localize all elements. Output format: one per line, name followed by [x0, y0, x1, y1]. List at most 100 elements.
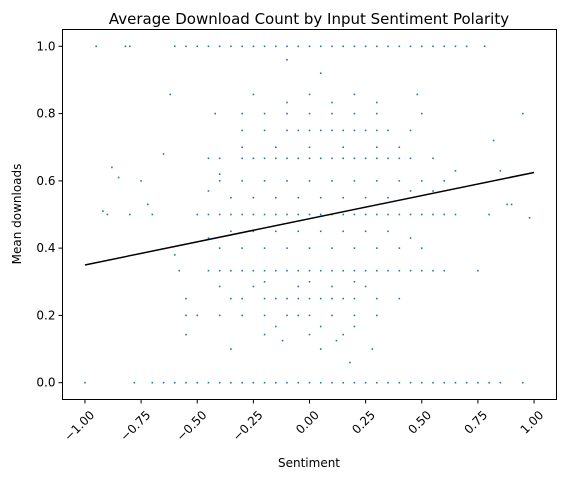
scatter-point — [281, 339, 284, 342]
scatter-point — [207, 237, 210, 239]
scatter-point — [151, 213, 154, 216]
scatter-point — [319, 196, 322, 199]
scatter-point — [342, 269, 344, 272]
x-axis-label: Sentiment — [278, 456, 340, 470]
scatter-point — [353, 93, 356, 96]
scatter-point — [353, 297, 356, 300]
scatter-point — [409, 129, 412, 132]
x-tick-label: −0.75 — [118, 408, 154, 444]
scatter-point — [185, 381, 187, 384]
scatter-point — [319, 213, 322, 216]
scatter-point — [353, 280, 356, 283]
scatter-point — [252, 93, 255, 96]
scatter-point — [420, 269, 423, 272]
scatter-point — [488, 381, 490, 384]
scatter-point — [454, 169, 457, 172]
scatter-point — [241, 381, 243, 384]
scatter-point — [420, 180, 423, 182]
scatter-point — [308, 314, 311, 317]
scatter-point — [398, 180, 401, 182]
scatter-point — [342, 129, 344, 132]
scatter-point — [308, 381, 311, 384]
scatter-point — [376, 180, 378, 182]
y-tick-label: 0.4 — [36, 241, 55, 255]
y-tick-label: 0.8 — [36, 107, 55, 121]
scatter-point — [342, 381, 344, 384]
scatter-point — [162, 381, 165, 384]
scatter-point — [364, 213, 367, 216]
y-tick-label: 1.0 — [36, 39, 55, 53]
scatter-point — [297, 129, 300, 132]
scatter-point — [286, 101, 288, 104]
scatter-point — [398, 381, 401, 384]
scatter-point — [409, 237, 412, 239]
scatter-point — [124, 45, 127, 48]
scatter-point — [409, 381, 412, 384]
scatter-point — [331, 45, 333, 48]
scatter-point — [319, 269, 322, 272]
scatter-point — [129, 45, 131, 48]
scatter-point — [319, 297, 322, 300]
x-axis: −1.00 −0.75 −0.50 −0.25 0.00 0.25 0.50 0.75 1.00 — [61, 399, 546, 444]
scatter-point — [364, 381, 367, 384]
scatter-point — [398, 213, 401, 216]
scatter-point — [207, 213, 210, 216]
scatter-point — [443, 45, 446, 48]
scatter-point — [364, 45, 367, 48]
scatter-point — [465, 381, 468, 384]
scatter-point — [522, 112, 524, 115]
scatter-point — [286, 58, 288, 61]
scatter-point — [398, 157, 401, 160]
scatter-point — [286, 269, 288, 272]
scatter-point — [353, 129, 356, 132]
scatter-point — [230, 381, 232, 384]
scatter-point — [454, 381, 457, 384]
scatter-point — [364, 129, 367, 132]
scatter-point — [319, 230, 322, 233]
scatter-point — [308, 297, 311, 300]
scatter-point — [196, 314, 199, 317]
scatter-point — [241, 297, 243, 300]
scatter-point — [275, 230, 277, 233]
scatter-point — [387, 381, 389, 384]
scatter-point — [241, 146, 243, 149]
scatter-point — [387, 196, 389, 199]
scatter-point — [409, 157, 412, 160]
scatter-point — [297, 230, 300, 233]
y-tick-label: 0.2 — [36, 308, 55, 322]
scatter-point — [241, 269, 243, 272]
scatter-point — [147, 203, 149, 206]
x-tick-label: −0.50 — [174, 408, 210, 444]
scatter-point — [443, 381, 446, 384]
scatter-point — [151, 381, 154, 384]
scatter-point — [207, 381, 210, 384]
scatter-points — [84, 45, 531, 384]
scatter-point — [465, 45, 468, 48]
scatter-point — [218, 269, 221, 272]
scatter-point — [263, 45, 266, 48]
scatter-point — [387, 157, 389, 160]
scatter-point — [308, 213, 311, 216]
scatter-point — [353, 247, 356, 249]
scatter-point — [207, 157, 210, 160]
scatter-point — [178, 269, 181, 272]
scatter-point — [286, 157, 288, 160]
scatter-point — [376, 269, 378, 272]
scatter-point — [387, 129, 389, 132]
scatter-point — [263, 280, 266, 283]
scatter-point — [252, 45, 255, 48]
scatter-point — [342, 146, 344, 149]
scatter-point — [331, 247, 333, 249]
y-tick-label: 0.0 — [36, 376, 55, 390]
scatter-point — [443, 269, 446, 272]
scatter-point — [286, 45, 288, 48]
scatter-point — [420, 381, 423, 384]
scatter-point — [263, 314, 266, 317]
scatter-point — [252, 285, 255, 288]
scatter-point — [230, 269, 232, 272]
scatter-point — [297, 196, 300, 199]
scatter-point — [252, 213, 255, 216]
scatter-point — [331, 180, 333, 182]
scatter-point — [218, 45, 221, 48]
